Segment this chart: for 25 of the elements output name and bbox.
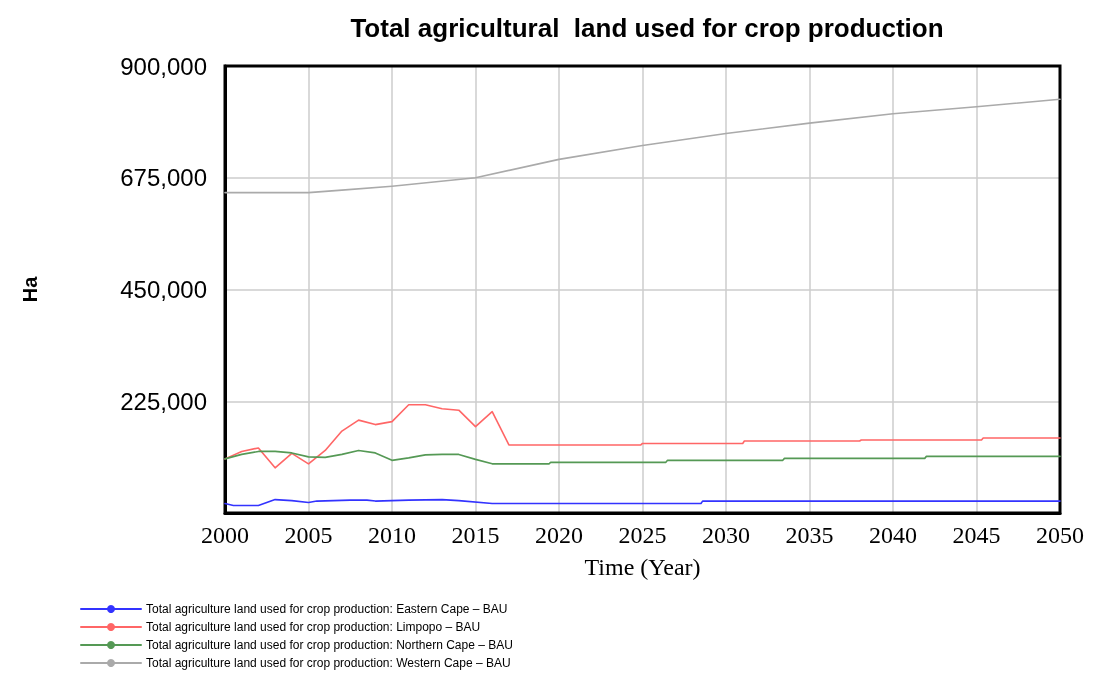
- legend-label: Total agriculture land used for crop production: Limpopo – BAU: [146, 620, 481, 634]
- x-tick-label: 2005: [284, 522, 333, 548]
- y-axis-title: Ha: [19, 275, 41, 303]
- x-tick-label: 2050: [1036, 522, 1084, 548]
- line-series: [224, 403, 1061, 469]
- x-tick-label: 2035: [785, 522, 834, 548]
- line-series: [224, 98, 1061, 194]
- y-tick-label: 225,000: [120, 387, 207, 415]
- x-tick-label: 2045: [952, 522, 1001, 548]
- y-tick-label: 675,000: [120, 164, 207, 192]
- legend-label: Total agriculture land used for crop production: Eastern Cape – BAU: [146, 602, 508, 616]
- chart-title: Total agricultural land used for crop production: [350, 13, 944, 43]
- x-tick-label: 2040: [869, 522, 917, 548]
- y-tick-label: 900,000: [120, 52, 207, 80]
- x-tick-label: 2015: [451, 522, 500, 548]
- x-tick-label: 2030: [702, 522, 750, 548]
- line-series: [224, 449, 1061, 465]
- x-axis-title: Time (Year): [584, 554, 701, 580]
- x-tick-label: 2000: [201, 522, 249, 548]
- legend-label: Total agriculture land used for crop production: Northern Cape – BAU: [146, 638, 513, 652]
- y-tick-label: 450,000: [120, 276, 207, 303]
- x-tick-label: 2020: [535, 522, 583, 548]
- x-tick-label: 2010: [368, 522, 416, 548]
- legend-label: Total agriculture land used for crop production: Western Cape – BAU: [146, 656, 511, 670]
- x-tick-label: 2025: [618, 522, 667, 548]
